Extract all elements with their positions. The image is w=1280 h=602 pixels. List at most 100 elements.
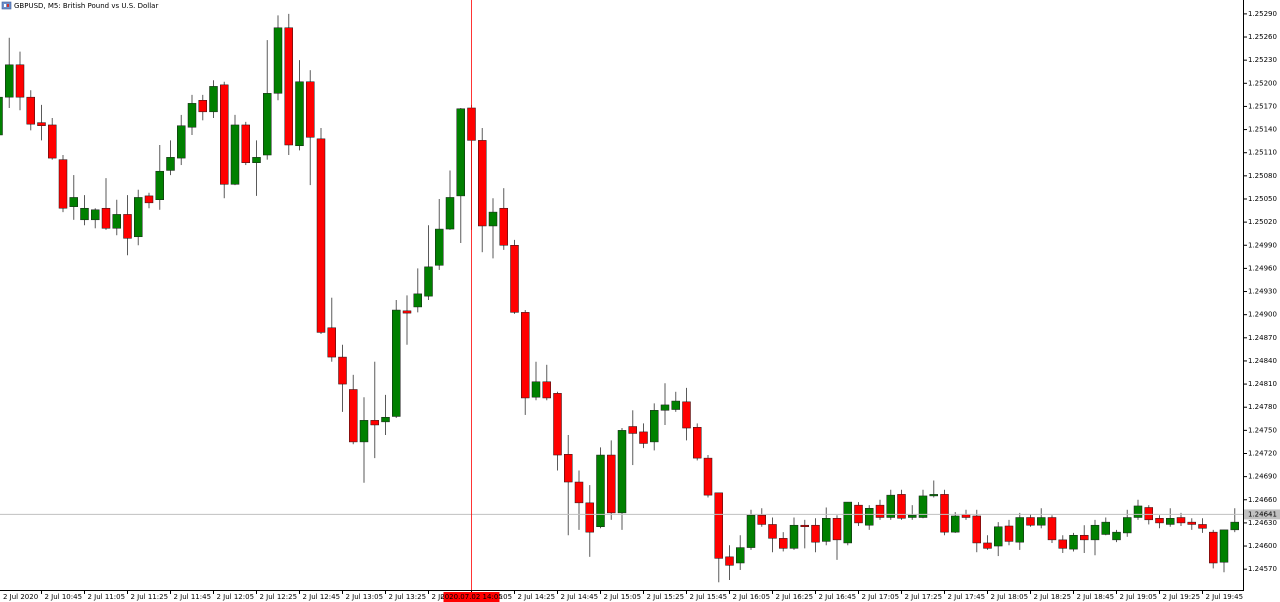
symbol-icon bbox=[1, 1, 12, 10]
candle-body bbox=[1133, 505, 1143, 518]
x-tick-label: 2 Jul 14:45 bbox=[561, 593, 599, 601]
y-tick-label: 1.24630 bbox=[1248, 519, 1277, 527]
candle-body bbox=[929, 494, 938, 497]
candle-body bbox=[779, 538, 788, 549]
candle-body bbox=[349, 389, 358, 443]
x-tick-label: 2 Jul 15:05 bbox=[604, 593, 642, 601]
y-tick-label: 1.24810 bbox=[1248, 380, 1277, 388]
candle-body bbox=[1144, 507, 1153, 521]
candle-body bbox=[800, 524, 809, 528]
candle-body bbox=[37, 122, 46, 126]
chart-title: GBPUSD, M5: British Pound vs U.S. Dollar bbox=[14, 2, 158, 10]
x-tick-label: 2 Jul 17:45 bbox=[948, 593, 986, 601]
y-tick-label: 1.24750 bbox=[1248, 426, 1277, 434]
y-tick-label: 1.24990 bbox=[1248, 241, 1277, 249]
candle-body bbox=[714, 492, 723, 559]
candle-body bbox=[155, 170, 164, 201]
candle-body bbox=[370, 420, 379, 426]
candle-body bbox=[757, 514, 766, 525]
y-tick-label: 1.24660 bbox=[1248, 496, 1277, 504]
candle-body bbox=[693, 427, 702, 459]
candle-body bbox=[26, 96, 35, 125]
candle-body bbox=[811, 524, 820, 543]
candle-body bbox=[951, 515, 960, 533]
x-tick-label: 2 Jul 16:25 bbox=[776, 593, 814, 601]
x-tick-label: 2 Jul 19:45 bbox=[1206, 593, 1244, 601]
candle-body bbox=[789, 524, 799, 549]
x-tick-label: 2 Jul 16:05 bbox=[733, 593, 771, 601]
candle-body bbox=[413, 293, 422, 308]
x-tick-label: 2 Jul 11:25 bbox=[131, 593, 169, 601]
candle-body bbox=[327, 327, 336, 358]
candle-body bbox=[1090, 524, 1100, 541]
candle-body bbox=[1004, 525, 1014, 542]
candle-body bbox=[1155, 518, 1164, 524]
x-tick-label: 2 Jul 16:45 bbox=[819, 593, 857, 601]
bid-label: 1.24641 bbox=[1248, 510, 1277, 518]
candle-body bbox=[1112, 531, 1121, 541]
candle-body bbox=[263, 93, 272, 156]
candle-body bbox=[392, 309, 401, 417]
x-tick-label: 2 Jul 12:05 bbox=[217, 593, 255, 601]
y-tick-label: 1.25020 bbox=[1248, 218, 1277, 226]
y-tick-label: 1.25230 bbox=[1248, 56, 1277, 64]
candle-body bbox=[316, 138, 326, 333]
candle-body bbox=[424, 266, 433, 297]
x-tick-label: 2 Jul 19:05 bbox=[1120, 593, 1158, 601]
candle-body bbox=[682, 401, 691, 429]
x-tick-label: 2 Jul 18:25 bbox=[1034, 593, 1072, 601]
candle-body bbox=[542, 381, 551, 399]
candle-body bbox=[1166, 518, 1175, 525]
candle-body bbox=[875, 504, 885, 518]
bid-label-box bbox=[1244, 509, 1280, 520]
candle-body bbox=[435, 228, 444, 266]
y-tick-label: 1.24900 bbox=[1248, 311, 1277, 319]
candle-body bbox=[1037, 517, 1046, 526]
y-tick-label: 1.24690 bbox=[1248, 473, 1277, 481]
y-tick-label: 1.24930 bbox=[1248, 288, 1277, 296]
x-tick-label: 2 Jul 18:05 bbox=[991, 593, 1029, 601]
candle-body bbox=[564, 454, 573, 483]
x-tick-label: 2 Jul 12:45 bbox=[303, 593, 341, 601]
candle-body bbox=[220, 84, 229, 185]
candle-body bbox=[445, 197, 455, 230]
x-tick-label: 2 Jul 17:25 bbox=[905, 593, 943, 601]
y-tick-label: 1.25050 bbox=[1248, 195, 1277, 203]
candle-body bbox=[650, 410, 659, 443]
candle-body bbox=[101, 207, 111, 229]
candle-body bbox=[402, 310, 412, 314]
candle-body bbox=[553, 393, 562, 456]
candle-body bbox=[843, 501, 852, 544]
x-tick-label: 2 Jul 11:45 bbox=[174, 593, 212, 601]
candle-body bbox=[1101, 521, 1110, 535]
candle-body bbox=[832, 518, 842, 541]
x-tick-label: 2 Jul 2020 bbox=[3, 593, 38, 601]
candle-body bbox=[177, 125, 186, 159]
candle-body bbox=[123, 214, 132, 239]
candle-body bbox=[1187, 521, 1196, 525]
candle-body bbox=[607, 454, 616, 514]
x-tick-label: 2 Jul 15:25 bbox=[647, 593, 685, 601]
candle-body bbox=[574, 481, 584, 504]
candle-body bbox=[5, 64, 14, 98]
candle-body bbox=[198, 100, 207, 113]
y-tick-label: 1.25260 bbox=[1248, 33, 1277, 41]
candle-body bbox=[639, 431, 648, 444]
x-tick-label: 2 Jul 11:05 bbox=[88, 593, 126, 601]
candle-body bbox=[972, 515, 981, 544]
candle-body bbox=[510, 245, 519, 313]
candle-body bbox=[918, 495, 928, 518]
x-tick-label: 2 Jul 15:45 bbox=[690, 593, 728, 601]
candle-body bbox=[80, 207, 89, 221]
candle-body bbox=[660, 404, 670, 411]
candle-body bbox=[1176, 517, 1186, 524]
x-tick-label: 2 Jul 14:25 bbox=[518, 593, 556, 601]
candle-body bbox=[241, 124, 250, 163]
candle-body bbox=[1209, 531, 1218, 564]
candle-body bbox=[338, 356, 347, 385]
candle-body bbox=[617, 430, 627, 514]
candle-body bbox=[897, 494, 906, 519]
candle-body bbox=[628, 426, 637, 434]
